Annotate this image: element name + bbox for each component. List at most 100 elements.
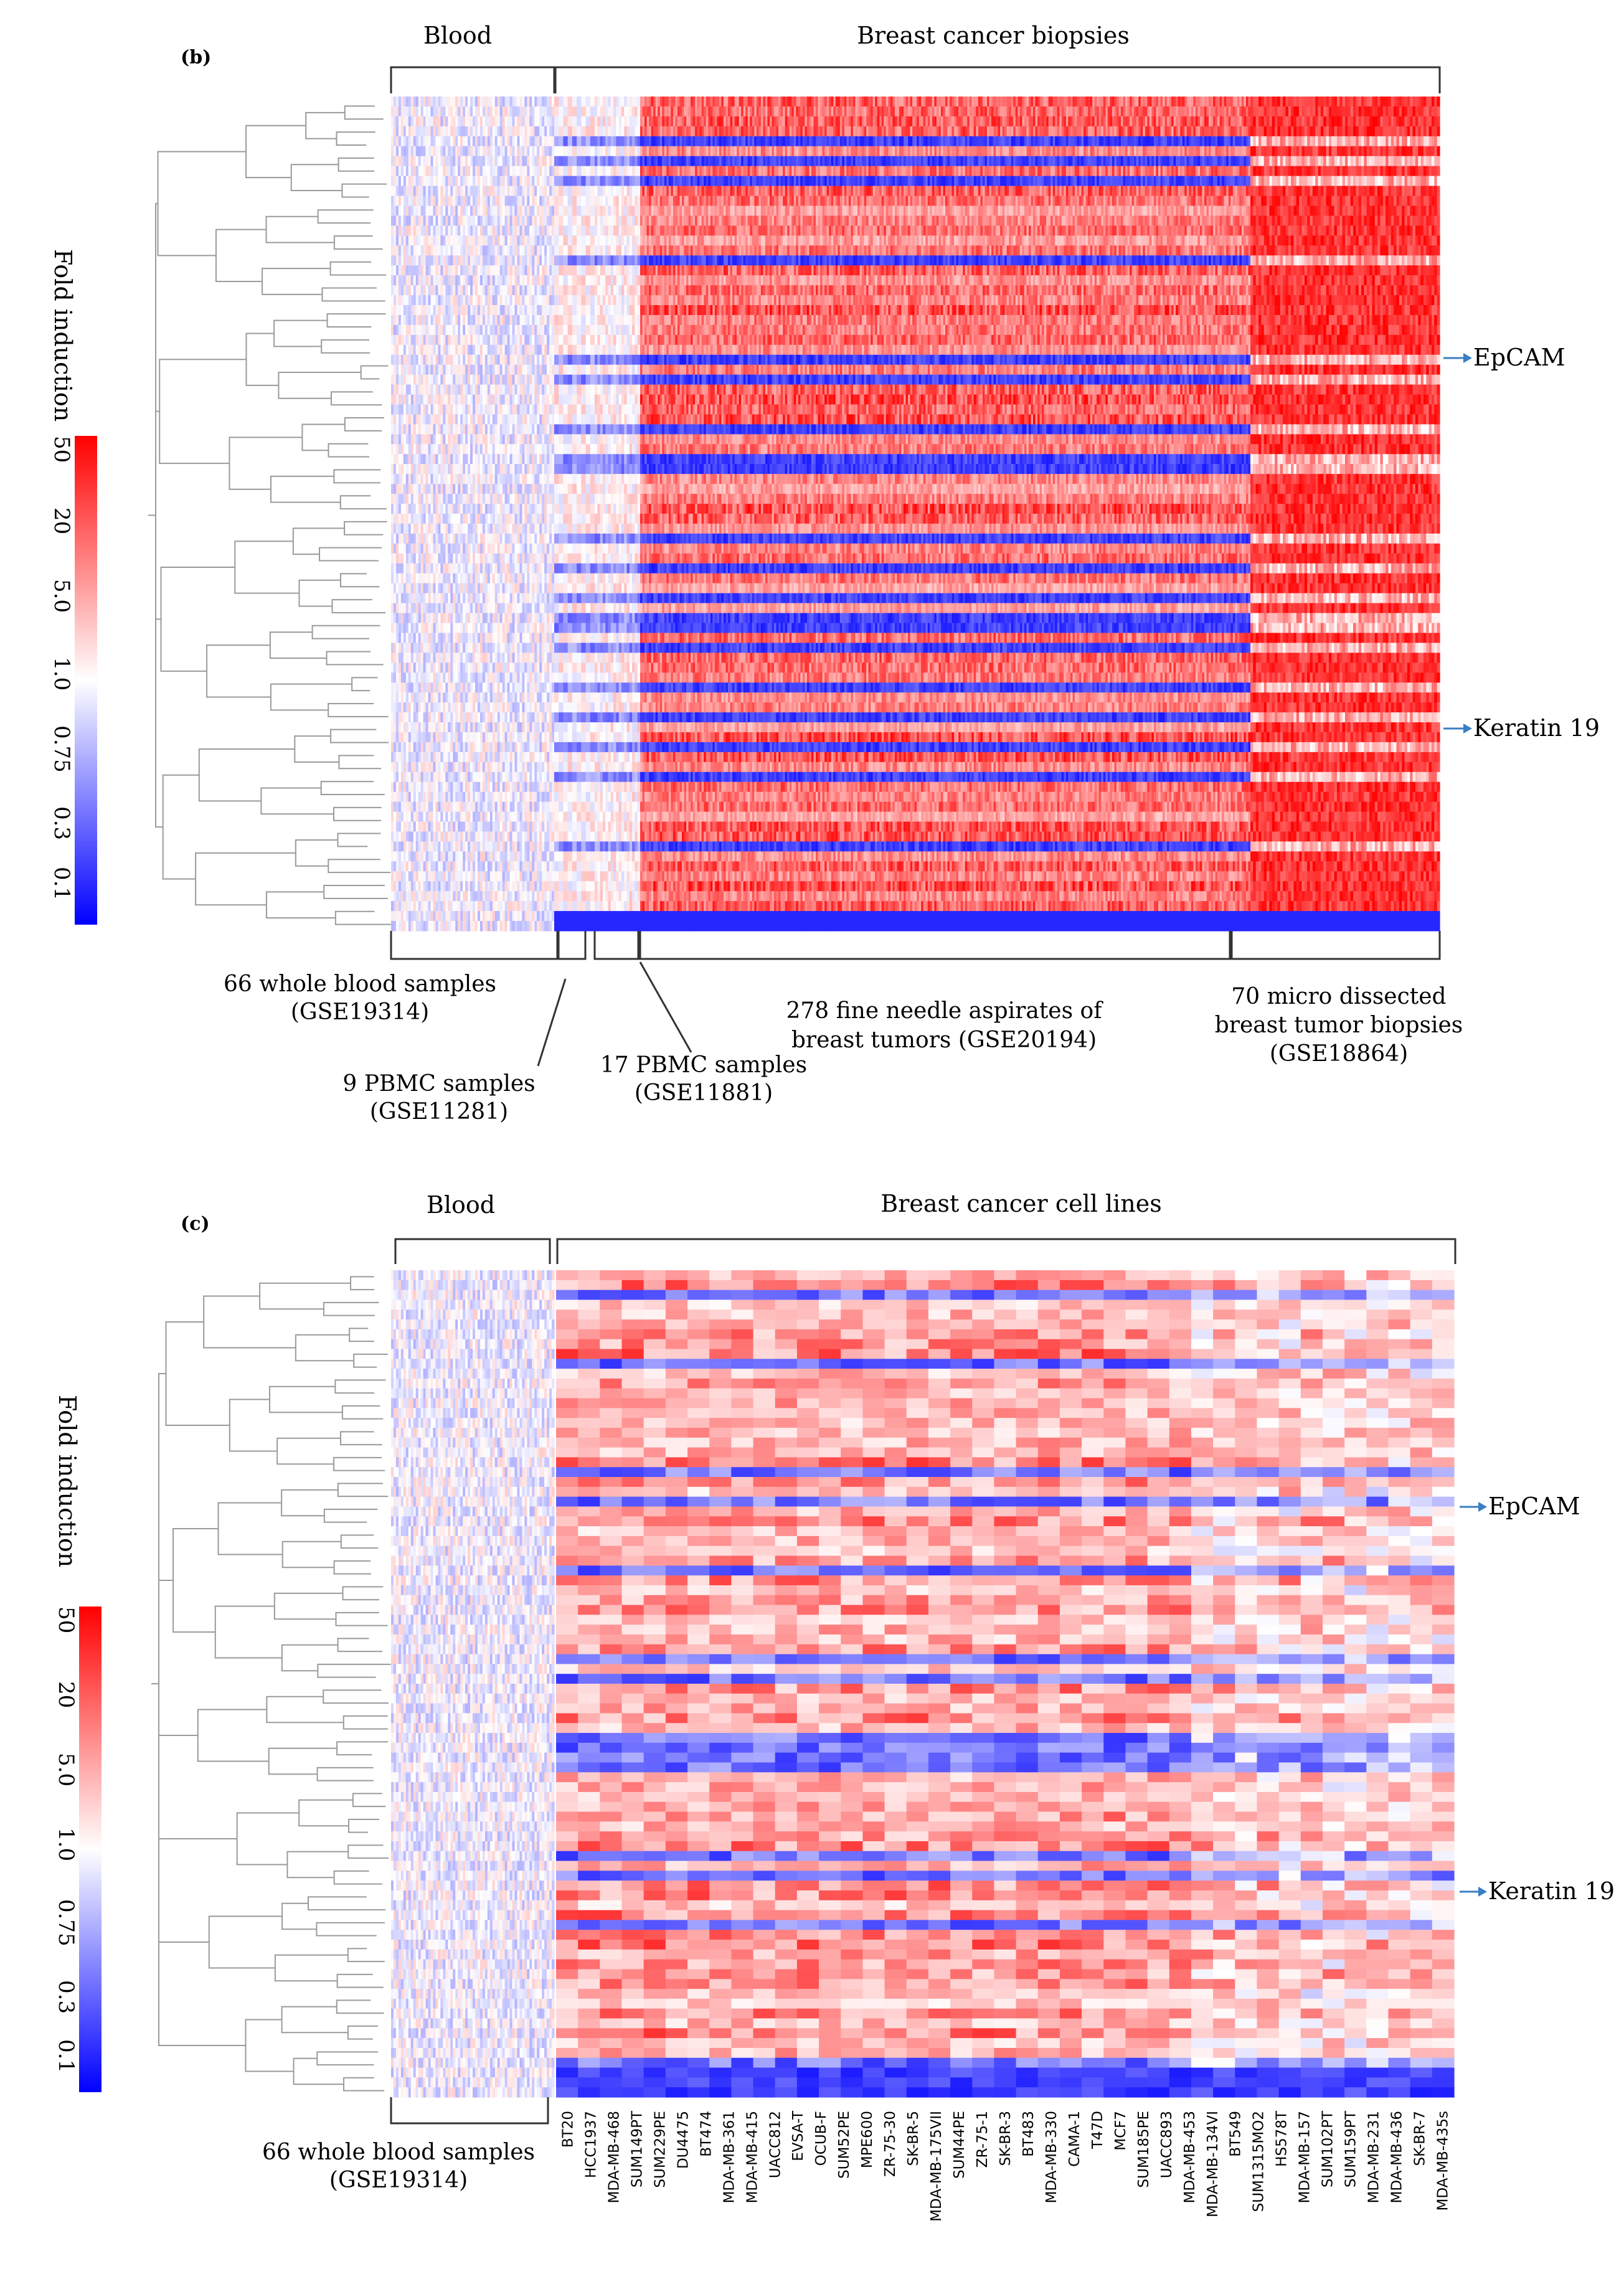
dendrogram-branch <box>324 885 387 899</box>
heatmap-cell <box>391 365 394 375</box>
heatmap-cell <box>431 424 434 435</box>
heatmap-cell <box>453 335 456 346</box>
heatmap-cell <box>450 305 453 316</box>
heatmap-cell <box>465 295 468 306</box>
heatmap-cell <box>470 434 473 445</box>
heatmap-cell <box>426 633 429 643</box>
heatmap-cell <box>470 345 473 356</box>
heatmap-cell <box>503 405 506 415</box>
heatmap-cell <box>438 335 441 346</box>
heatmap-cell <box>532 564 535 574</box>
heatmap-cell <box>450 136 453 147</box>
heatmap-cell <box>478 633 481 643</box>
heatmap-cell <box>401 434 404 445</box>
heatmap-cell <box>455 156 458 167</box>
heatmap-cell <box>465 275 468 286</box>
heatmap-cell <box>396 97 399 107</box>
heatmap-cell <box>463 136 466 147</box>
heatmap-cell <box>517 514 520 524</box>
heatmap-cell <box>483 265 486 276</box>
heatmap-cell <box>413 623 417 633</box>
heatmap-cell <box>448 295 451 306</box>
heatmap-cell <box>544 564 547 574</box>
heatmap-cell <box>493 454 496 465</box>
heatmap-cell <box>519 524 522 534</box>
heatmap-cell <box>549 345 552 356</box>
heatmap-cell <box>470 573 473 584</box>
heatmap-cell <box>485 434 488 445</box>
heatmap-cell <box>448 375 451 385</box>
heatmap-cell <box>510 365 513 375</box>
heatmap-cell <box>431 335 434 346</box>
heatmap-cell <box>529 335 532 346</box>
heatmap-cell <box>500 414 503 425</box>
heatmap-cell <box>485 464 488 474</box>
heatmap-cell <box>495 464 498 474</box>
heatmap-cell <box>399 534 402 544</box>
heatmap-cell <box>460 225 463 236</box>
heatmap-cell <box>465 106 468 117</box>
heatmap-cell <box>505 255 508 266</box>
heatmap-cell <box>455 176 458 187</box>
heatmap-cell <box>534 375 537 385</box>
heatmap-cell <box>488 205 491 216</box>
heatmap-cell <box>468 424 471 435</box>
heatmap-cell <box>450 265 453 276</box>
heatmap-cell <box>435 544 438 554</box>
heatmap-cell <box>443 345 446 356</box>
heatmap-cell <box>423 564 427 574</box>
heatmap-cell <box>431 583 434 594</box>
heatmap-cell <box>391 573 394 584</box>
heatmap-cell <box>532 405 535 415</box>
heatmap-cell <box>460 295 463 306</box>
heatmap-cell <box>468 385 471 395</box>
heatmap-cell <box>470 583 473 594</box>
heatmap-cell <box>443 225 446 236</box>
heatmap-cell <box>401 494 404 504</box>
heatmap-cell <box>423 494 427 504</box>
heatmap-cell <box>524 146 527 157</box>
heatmap-cell <box>529 484 532 494</box>
heatmap-cell <box>428 106 432 117</box>
heatmap-cell <box>413 136 417 147</box>
heatmap-cell <box>532 375 535 385</box>
heatmap-cell <box>445 285 448 296</box>
heatmap-cell <box>542 106 545 117</box>
heatmap-cell <box>493 106 496 117</box>
heatmap-cell <box>537 116 540 127</box>
heatmap-cell <box>495 146 498 157</box>
heatmap-cell <box>549 583 552 594</box>
heatmap-cell <box>408 365 412 375</box>
heatmap-cell <box>423 275 427 286</box>
heatmap-cell <box>532 414 535 425</box>
heatmap-cell <box>507 315 511 326</box>
heatmap-cell <box>411 623 414 633</box>
heatmap-cell <box>463 583 466 594</box>
heatmap-cell <box>463 345 466 356</box>
heatmap-cell <box>503 554 506 564</box>
heatmap-cell <box>450 414 453 425</box>
heatmap-cell <box>478 355 481 366</box>
heatmap-cell <box>527 315 530 326</box>
heatmap-cell <box>463 325 466 336</box>
heatmap-cell <box>522 474 525 484</box>
heatmap-cell <box>448 424 451 435</box>
heatmap-cell <box>460 573 463 584</box>
heatmap-cell <box>438 106 441 117</box>
heatmap-cell <box>404 325 407 336</box>
heatmap-cell <box>490 215 493 226</box>
heatmap-cell <box>468 514 471 524</box>
heatmap-cell <box>552 633 555 643</box>
dendrogram-branch <box>261 788 334 814</box>
heatmap-cell <box>426 484 429 494</box>
heatmap-cell <box>495 205 498 216</box>
heatmap-cell <box>488 215 491 226</box>
heatmap-cell <box>426 444 429 455</box>
heatmap-cell <box>498 514 501 524</box>
heatmap-cell <box>544 405 547 415</box>
heatmap-cell <box>519 245 522 256</box>
heatmap-cell <box>455 434 458 445</box>
heatmap-cell <box>490 245 493 256</box>
heatmap-cell <box>455 514 458 524</box>
heatmap-cell <box>544 156 547 167</box>
